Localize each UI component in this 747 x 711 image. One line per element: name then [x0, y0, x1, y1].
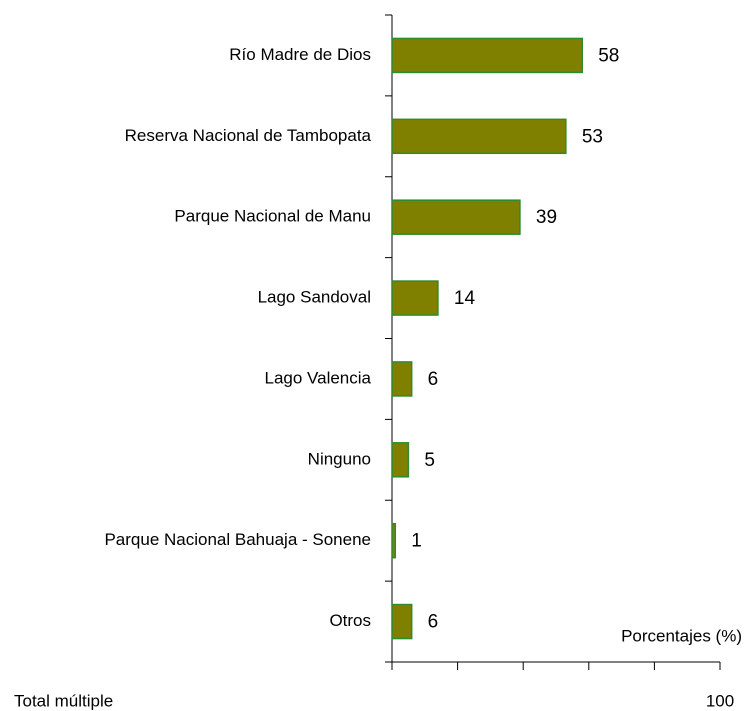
bar: [391, 118, 567, 155]
bar: [391, 199, 521, 235]
data-label: 39: [536, 207, 557, 228]
bar: [391, 280, 439, 316]
y-tick-label: Ninguno: [308, 449, 371, 468]
y-tick-label: Otros: [329, 611, 371, 630]
data-label: 58: [598, 45, 619, 66]
y-tick-label: Río Madre de Dios: [229, 45, 371, 64]
data-label: 1: [411, 531, 422, 552]
x-axis-label: Porcentajes (%): [621, 626, 742, 645]
y-tick-label: Parque Nacional de Manu: [174, 207, 371, 226]
bar: [391, 522, 397, 559]
data-label: 6: [428, 612, 439, 633]
bar: [391, 603, 413, 640]
y-tick-label: Parque Nacional Bahuaja - Sonene: [104, 530, 371, 549]
annotation: Total múltiple: [14, 691, 113, 710]
y-tick-label: Lago Sandoval: [258, 288, 371, 307]
y-tick-label: Lago Valencia: [265, 368, 372, 387]
data-label: 53: [582, 126, 603, 147]
data-label: 14: [454, 288, 476, 309]
bar: [391, 37, 583, 74]
data-label: 6: [428, 369, 439, 390]
data-label: 5: [424, 450, 435, 471]
x-tick-label: 100: [706, 691, 734, 710]
y-tick-label: Reserva Nacional de Tambopata: [125, 126, 372, 145]
bar: [391, 361, 413, 397]
bar: [391, 442, 410, 478]
